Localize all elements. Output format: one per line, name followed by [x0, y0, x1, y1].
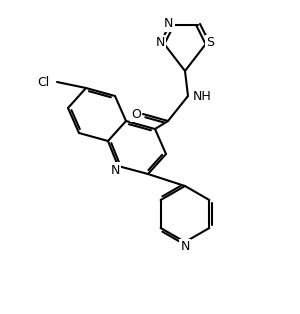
Text: N: N — [155, 36, 165, 49]
Text: N: N — [110, 164, 120, 176]
Text: NH: NH — [193, 89, 212, 102]
Text: Cl: Cl — [37, 75, 49, 89]
Text: O: O — [131, 107, 141, 121]
Text: N: N — [164, 17, 173, 30]
Text: N: N — [180, 241, 190, 253]
Text: S: S — [206, 36, 214, 49]
